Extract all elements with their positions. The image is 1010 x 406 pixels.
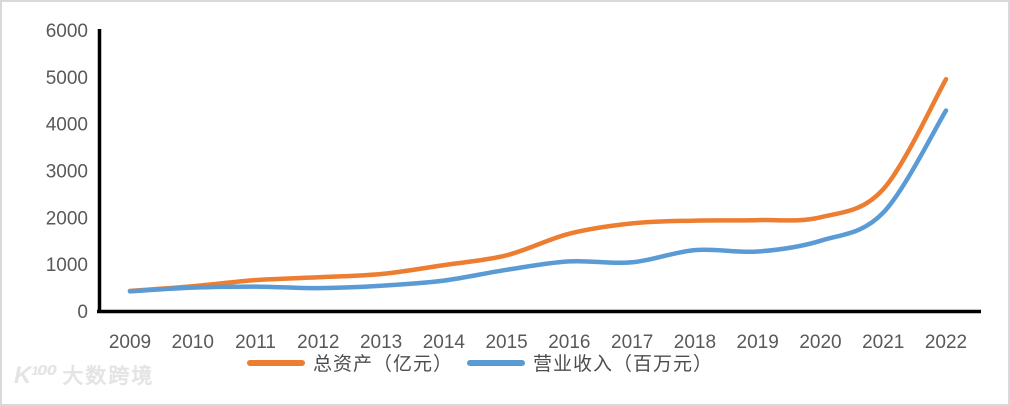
y-tick-label: 4000 (46, 115, 88, 136)
x-tick-label: 2014 (423, 332, 466, 353)
y-tick-label: 6000 (46, 21, 88, 42)
y-tick-label: 0 (77, 302, 88, 323)
revenue-legend-swatch (467, 359, 525, 366)
x-tick-label: 2011 (235, 332, 276, 353)
x-tick-label: 2017 (611, 332, 653, 353)
x-tick-label: 2021 (862, 332, 904, 353)
total-assets-legend-swatch (246, 359, 305, 366)
x-tick-label: 2013 (360, 332, 402, 353)
watermark: K¹⁰⁰ 大数跨境 (14, 360, 154, 390)
revenue-series-line (127, 108, 949, 294)
total-assets-series-line (127, 76, 949, 294)
x-tick-label: 2010 (172, 332, 214, 353)
x-tick-label: 2022 (925, 332, 967, 353)
x-tick-label: 2016 (548, 332, 590, 353)
y-tick-label: 3000 (46, 162, 88, 183)
y-tick-label: 1000 (46, 255, 88, 276)
total-assets-legend-label: 总资产（亿元） (312, 354, 453, 375)
y-tick-label: 5000 (46, 68, 88, 89)
x-tick-label: 2019 (737, 332, 779, 353)
x-tick-label: 2009 (109, 332, 151, 353)
y-tick-label: 2000 (46, 208, 88, 229)
revenue-legend-label: 营业收入（百万元） (533, 354, 714, 375)
x-tick-label: 2020 (799, 332, 841, 353)
chart-legend: 总资产（亿元） 营业收入（百万元） (0, 349, 960, 376)
x-tick-label: 2012 (297, 332, 339, 353)
legend-item-revenue: 营业收入（百万元） (467, 349, 713, 376)
x-tick-label: 2018 (674, 332, 716, 353)
legend-item-total-assets: 总资产（亿元） (246, 349, 453, 376)
watermark-logo-icon: K¹⁰⁰ (14, 361, 57, 389)
x-tick-label: 2015 (485, 332, 527, 353)
watermark-text: 大数跨境 (62, 365, 155, 388)
